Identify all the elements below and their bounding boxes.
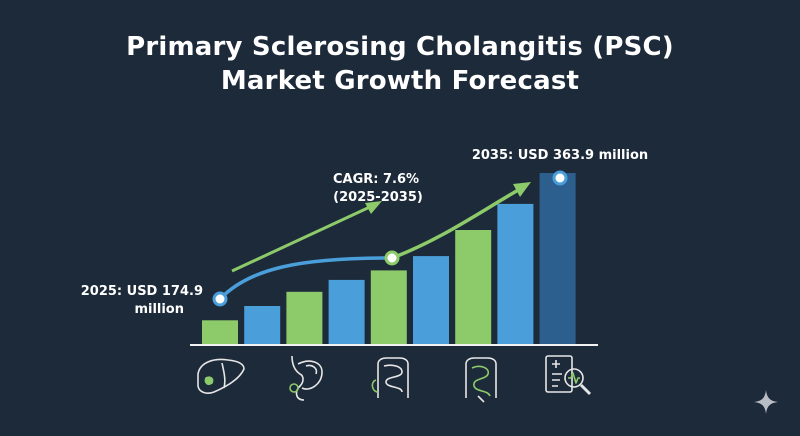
start-value-label-line-1: 2025: USD 174.9	[81, 284, 203, 299]
liver-icon	[197, 358, 245, 394]
stomach-icon	[289, 355, 323, 401]
medical-report-magnifier-icon	[545, 355, 592, 396]
bar-2	[244, 306, 281, 344]
end-marker	[552, 170, 568, 186]
end-value-label: 2035: USD 363.9 million	[472, 148, 648, 163]
start-value-label-line-2: million	[134, 302, 184, 317]
colon-icon	[465, 357, 497, 403]
bar-8	[497, 203, 534, 344]
intestine-icon	[371, 357, 409, 398]
bar-group	[202, 173, 576, 345]
bar-4	[328, 279, 365, 344]
start-marker	[212, 291, 228, 307]
bar-9	[539, 173, 576, 344]
cagr-label-line-1: CAGR: 7.6%	[333, 172, 419, 187]
bar-6	[413, 256, 449, 344]
chart-title: Primary Sclerosing Cholangitis (PSC) Mar…	[0, 30, 800, 98]
blue-growth-curve	[218, 256, 393, 301]
bar-1	[202, 320, 238, 345]
green-growth-arrow	[391, 182, 531, 260]
chart-title-line-1: Primary Sclerosing Cholangitis (PSC)	[126, 32, 674, 62]
straight-trend-arrow	[231, 201, 382, 273]
chart-title-line-2: Market Growth Forecast	[220, 66, 580, 96]
sparkle-icon	[754, 390, 778, 414]
mid-marker	[384, 250, 400, 266]
bar-3	[286, 291, 323, 345]
bar-7	[455, 230, 492, 344]
bar-5	[370, 270, 407, 344]
cagr-label-line-2: (2025-2035)	[333, 190, 423, 205]
